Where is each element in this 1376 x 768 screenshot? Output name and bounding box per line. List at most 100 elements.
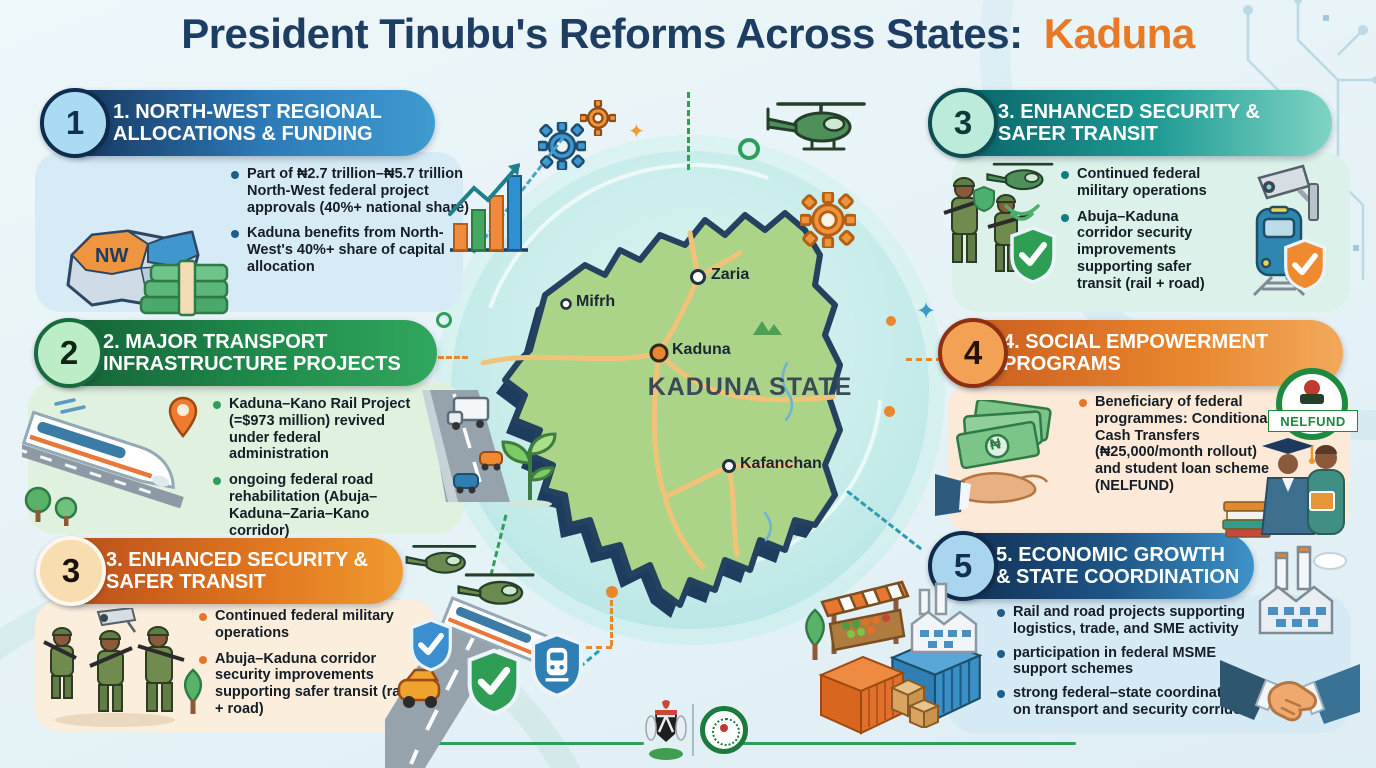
shield-check-icon xyxy=(467,648,521,716)
bullet-item: Abuja–Kaduna corridor security improveme… xyxy=(1060,209,1228,293)
footer-divider-line xyxy=(398,742,644,745)
connector-line xyxy=(687,92,690,170)
sparkle-icon: ✦ xyxy=(916,298,937,325)
road-lines xyxy=(480,230,836,570)
car-icon xyxy=(479,451,503,471)
bullet-item: Part of ₦2.7 trillion–₦5.7 trillion Nort… xyxy=(230,166,470,216)
section-2-bullets: Kaduna–Kano Rail Project (=$973 million)… xyxy=(212,396,424,549)
gear-icon xyxy=(580,100,616,136)
city-label-kaduna: Kaduna xyxy=(672,341,731,358)
section-3-right-banner: 3. Enhanced Security & Safer Transit xyxy=(940,90,1332,156)
bullet-item: strong federal–state coordination on tra… xyxy=(996,685,1258,719)
kaduna-state-map xyxy=(480,210,843,618)
bullet-item: Rail and road projects supporting logist… xyxy=(996,604,1258,638)
section-5-number: 5 xyxy=(953,547,973,584)
section-3-right-number: 3 xyxy=(953,104,973,141)
nelfund-logo: NELFUND xyxy=(1268,368,1358,440)
bullet-item: Continued federal military operations xyxy=(198,608,420,642)
bullet-item: Kaduna benefits from North-West's 40%+ s… xyxy=(230,225,470,275)
factory-icon xyxy=(1258,545,1347,635)
section-4-number: 4 xyxy=(963,334,983,371)
gear-icon xyxy=(800,192,856,248)
river-lines xyxy=(763,361,794,542)
bullet-item: participation in federal MSME support sc… xyxy=(996,645,1258,679)
soldiers-icon xyxy=(943,177,1031,272)
connector-dot xyxy=(884,406,895,417)
section-2-title: 2. Major Transport Infrastructure Projec… xyxy=(103,330,401,375)
coat-of-arms-icon xyxy=(645,700,687,760)
signal-waves-icon xyxy=(1004,204,1040,221)
cctv-camera-icon xyxy=(96,608,137,633)
connector-dot xyxy=(436,312,452,328)
section-1-banner: 1. North-West Regional Allocations & Fun… xyxy=(55,90,435,156)
connector-line xyxy=(610,600,613,646)
bullet-train-icon xyxy=(22,398,184,526)
city-dots xyxy=(560,269,736,473)
city-label-mifrh: Mifrh xyxy=(576,293,616,310)
location-pin-icon xyxy=(168,396,198,438)
tree-icon xyxy=(183,668,203,714)
section-5-bullets: Rail and road projects supporting logist… xyxy=(996,604,1258,728)
section-3-left-number: 3 xyxy=(61,552,81,589)
city-label-kafanchan: Kafanchan xyxy=(740,455,822,472)
helicopter-icon xyxy=(986,162,1054,191)
center-map-circle: Zaria Mifrh Kaduna Kafanchan KADUNA STAT… xyxy=(402,90,986,674)
gear-icon xyxy=(538,122,586,170)
bullet-item: Beneficiary of federal programmes: Condi… xyxy=(1078,394,1274,495)
shield-train-icon xyxy=(531,632,583,698)
section-2-badge: 2 xyxy=(34,318,104,388)
connector-dot xyxy=(606,586,618,598)
helicopter-icon xyxy=(405,544,477,574)
market-stall-icon xyxy=(820,580,910,654)
graduate-figure xyxy=(1307,445,1345,535)
helicopter-icon xyxy=(457,573,535,605)
tree-icon xyxy=(24,486,78,526)
connector-dot xyxy=(886,316,896,326)
bullet-item: Continued federal military operations xyxy=(1060,166,1228,200)
tree-icon xyxy=(805,608,825,660)
nw-region-label: NW xyxy=(95,245,129,267)
sparkle-icon: ✦ xyxy=(628,121,645,143)
connector-line xyxy=(430,356,468,359)
state-outline xyxy=(502,210,843,608)
nelfund-label: NELFUND xyxy=(1268,410,1358,432)
handshake-icon xyxy=(1220,660,1360,724)
connector-dot xyxy=(738,138,760,160)
footer-divider-line xyxy=(740,742,1076,745)
bar-chart-icon xyxy=(448,163,528,252)
emblem-divider xyxy=(692,704,694,756)
books-icon xyxy=(1222,501,1272,538)
section-1-badge: 1 xyxy=(40,88,110,158)
shield-icon xyxy=(973,185,995,213)
section-5-title: 5. Economic Growth & State Coordination xyxy=(996,543,1240,588)
page-title-main: President Tinubu's Reforms Across States… xyxy=(181,10,1023,57)
highway-traffic-icon xyxy=(422,390,510,502)
soldiers-icon xyxy=(43,608,185,727)
mountain-icon xyxy=(753,321,782,335)
connector-line xyxy=(906,358,942,361)
section-2-banner: 2. Major Transport Infrastructure Projec… xyxy=(45,320,437,386)
section-3-right-title: 3. Enhanced Security & Safer Transit xyxy=(998,100,1260,145)
central-seal-icon xyxy=(700,706,748,754)
section-4-badge: 4 xyxy=(938,318,1008,388)
page-title: President Tinubu's Reforms Across States… xyxy=(0,10,1376,58)
car-icon xyxy=(453,473,479,494)
section-3-right-bullets: Continued federal military operations Ab… xyxy=(1060,166,1228,302)
factory-icon xyxy=(910,582,978,654)
state-name-label: KADUNA STATE xyxy=(647,373,853,401)
boxes-icon xyxy=(889,678,941,728)
section-4-title: 4. Social Empowerment Programs xyxy=(1003,330,1269,375)
graduate-figure xyxy=(1260,438,1316,535)
truck-icon xyxy=(446,396,490,430)
section-4-bullets: Beneficiary of federal programmes: Condi… xyxy=(1078,394,1274,504)
city-label-zaria: Zaria xyxy=(711,266,750,283)
section-2-number: 2 xyxy=(59,334,79,371)
connector-line xyxy=(576,646,612,649)
section-1-title: 1. North-West Regional Allocations & Fun… xyxy=(113,100,382,145)
section-3-left-banner: 3. Enhanced Security & Safer Transit xyxy=(48,538,403,604)
section-3-left-title: 3. Enhanced Security & Safer Transit xyxy=(106,548,368,593)
cctv-camera-icon xyxy=(1257,164,1319,221)
section-1-bullets: Part of ₦2.7 trillion–₦5.7 trillion Nort… xyxy=(230,166,470,285)
car-icon xyxy=(397,668,441,708)
section-3-left-badge: 3 xyxy=(36,536,106,606)
